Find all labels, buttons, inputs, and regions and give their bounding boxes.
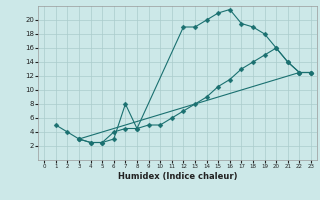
X-axis label: Humidex (Indice chaleur): Humidex (Indice chaleur) (118, 172, 237, 181)
